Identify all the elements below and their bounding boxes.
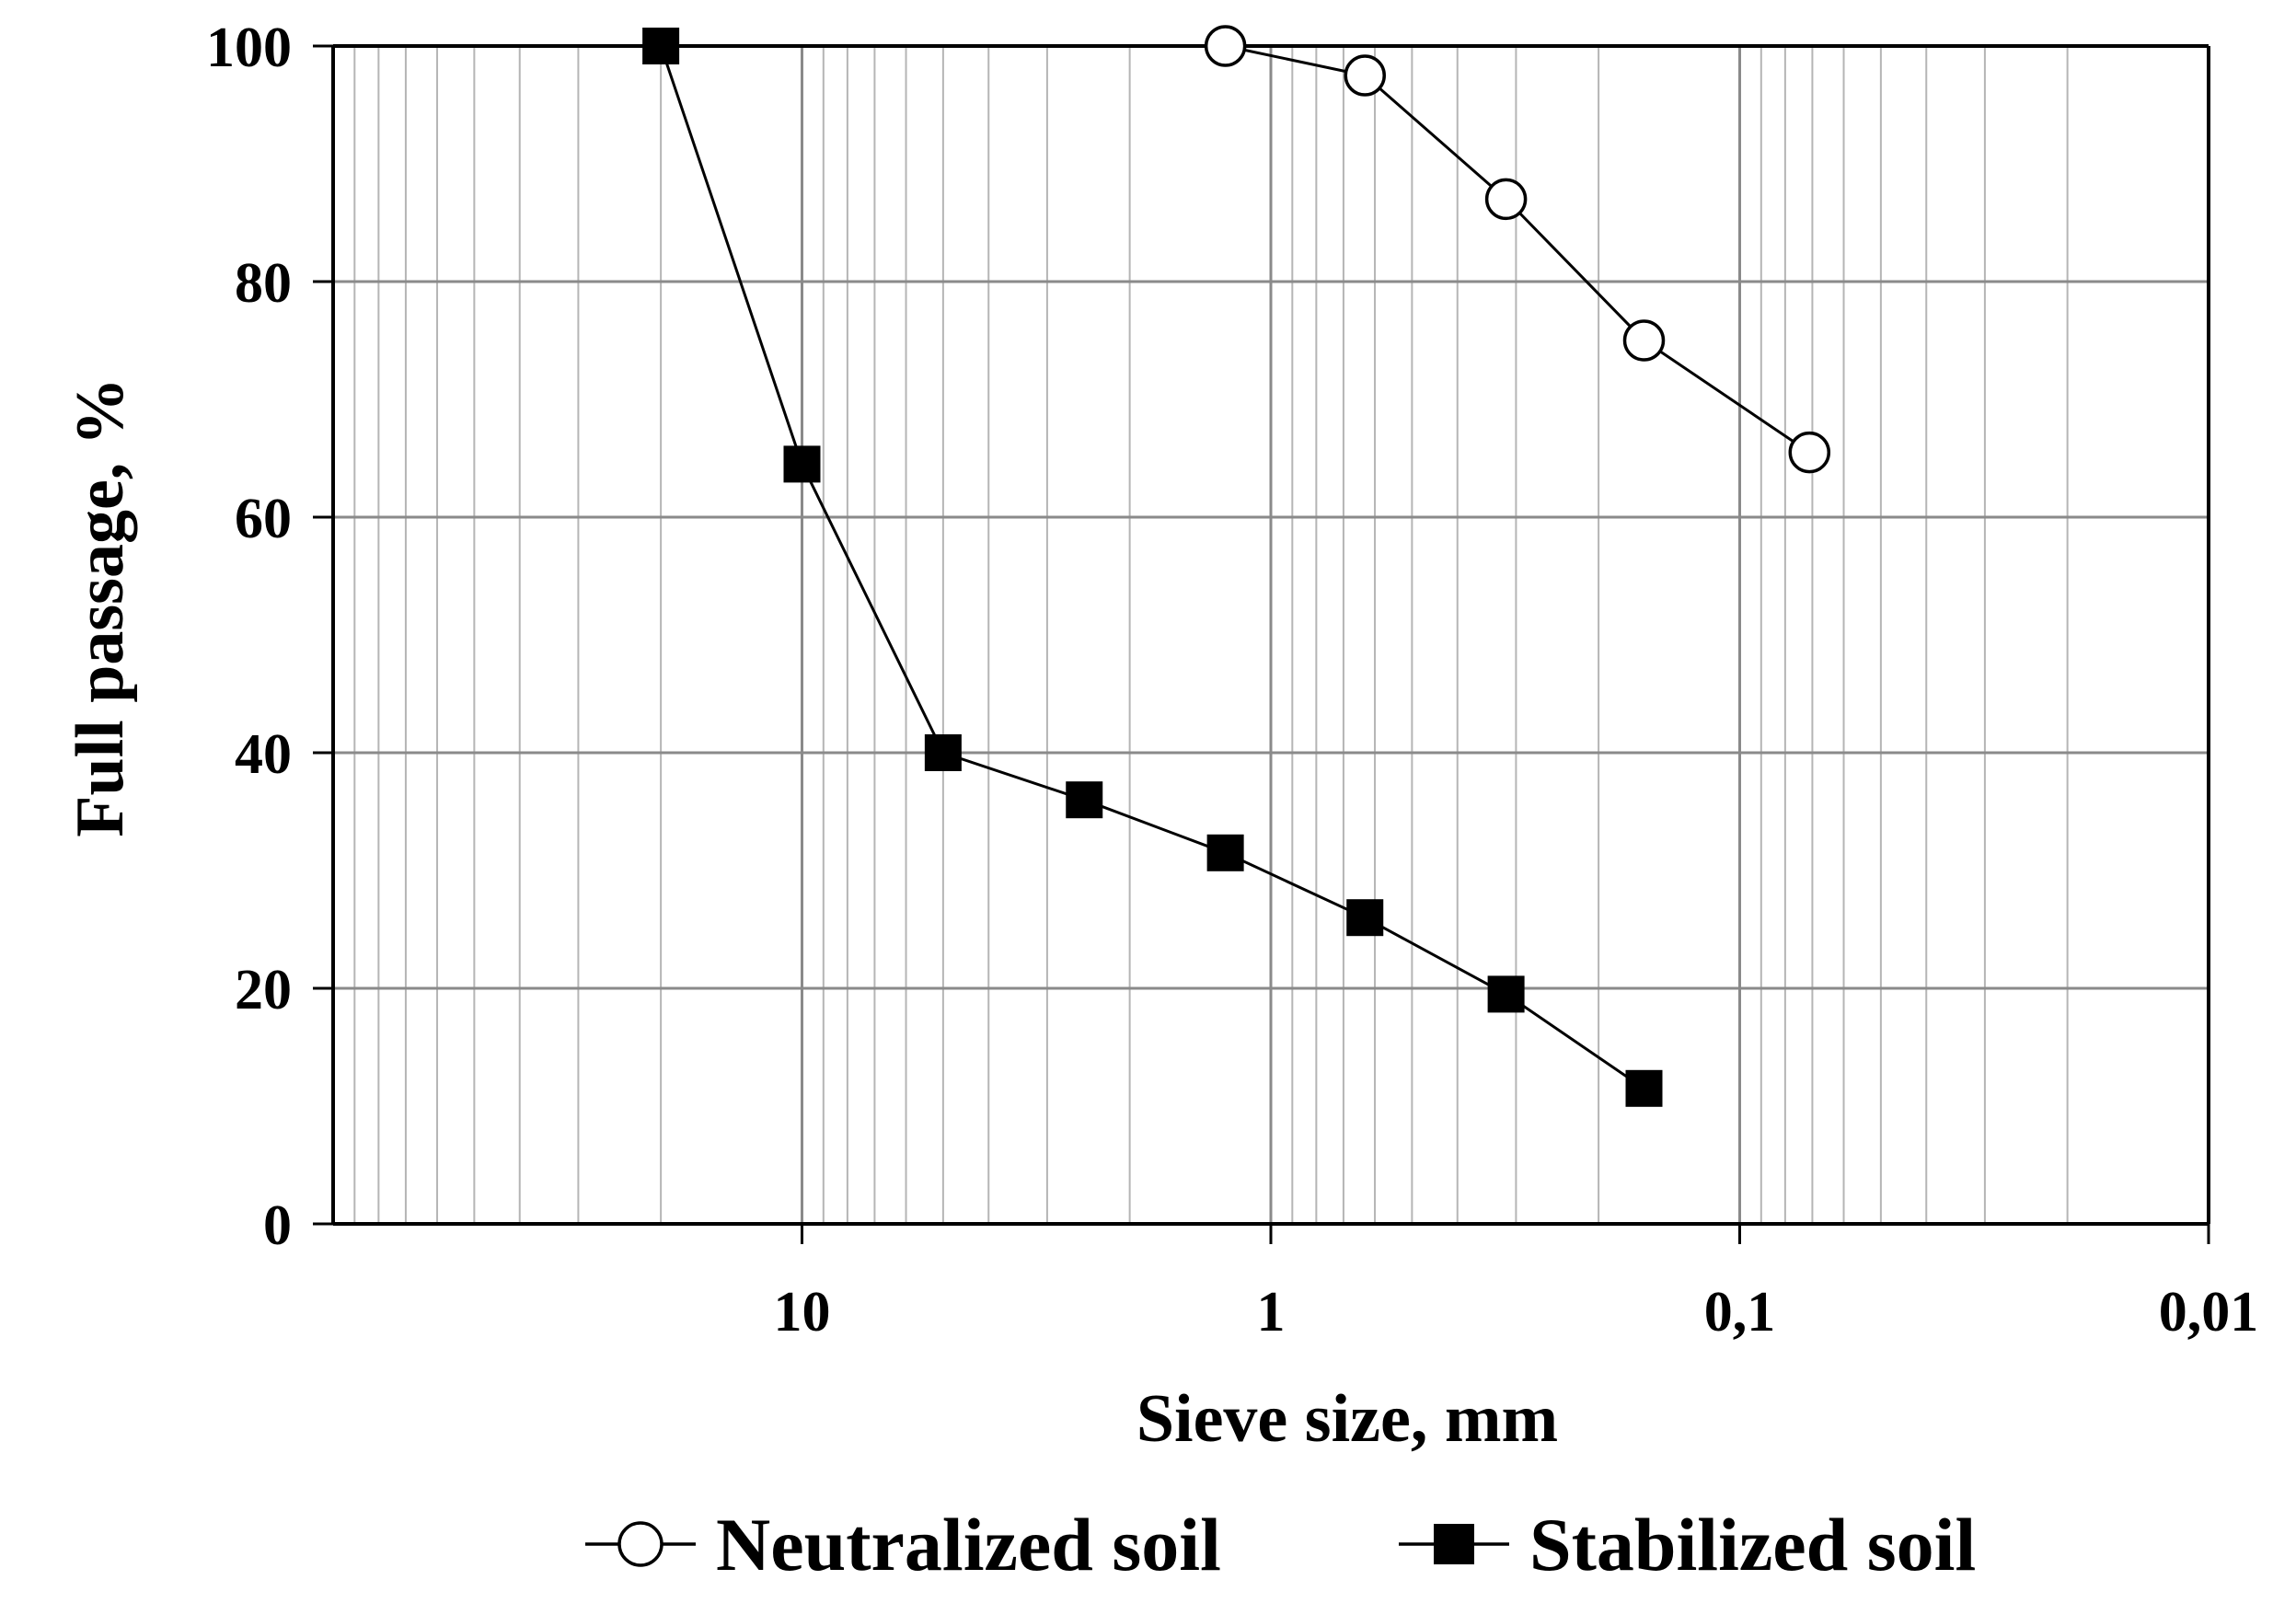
data-point — [1204, 25, 1247, 67]
data-point — [1066, 781, 1103, 819]
legend: Neutralized soil Stabilized soil — [585, 1503, 1976, 1586]
x-tick-label: 0,1 — [1704, 1281, 1776, 1344]
data-point — [1344, 54, 1386, 97]
legend-marker — [617, 1521, 663, 1567]
x-tick-label: 10 — [774, 1281, 831, 1344]
legend-label: Neutralized soil — [716, 1503, 1221, 1586]
data-point — [642, 28, 680, 64]
legend-marker — [1434, 1524, 1474, 1564]
x-axis-title: Sieve size, mm — [1136, 1381, 1558, 1457]
y-tick-label: 80 — [235, 252, 292, 315]
data-point — [1484, 178, 1528, 221]
y-tick-label: 0 — [263, 1194, 292, 1257]
x-tick-label: 1 — [1257, 1281, 1286, 1344]
series-layer — [642, 25, 1831, 1107]
series-line — [659, 45, 1645, 1090]
data-point — [783, 445, 821, 483]
data-point — [1788, 431, 1831, 474]
data-point — [1625, 1069, 1663, 1107]
y-tick-label: 20 — [235, 959, 292, 1021]
tick-labels: 0 20 40 60 80 100 10 1 0,1 0,01 — [206, 17, 2258, 1344]
data-point — [924, 734, 962, 771]
data-point — [1206, 834, 1244, 871]
legend-label: Stabilized soil — [1529, 1503, 1976, 1586]
series-2 — [642, 28, 1663, 1107]
legend-item: Neutralized soil — [585, 1503, 1221, 1586]
y-tick-label: 100 — [206, 17, 292, 79]
series-1 — [1204, 25, 1831, 474]
x-tick-label: 0,01 — [2159, 1281, 2259, 1344]
data-point — [1622, 319, 1666, 362]
y-axis-title: Full passage, % — [63, 377, 138, 837]
data-point — [1487, 975, 1525, 1013]
data-point — [1346, 899, 1384, 937]
y-tick-label: 60 — [235, 488, 292, 550]
legend-item: Stabilized soil — [1399, 1503, 1976, 1586]
y-tick-label: 40 — [235, 723, 292, 786]
